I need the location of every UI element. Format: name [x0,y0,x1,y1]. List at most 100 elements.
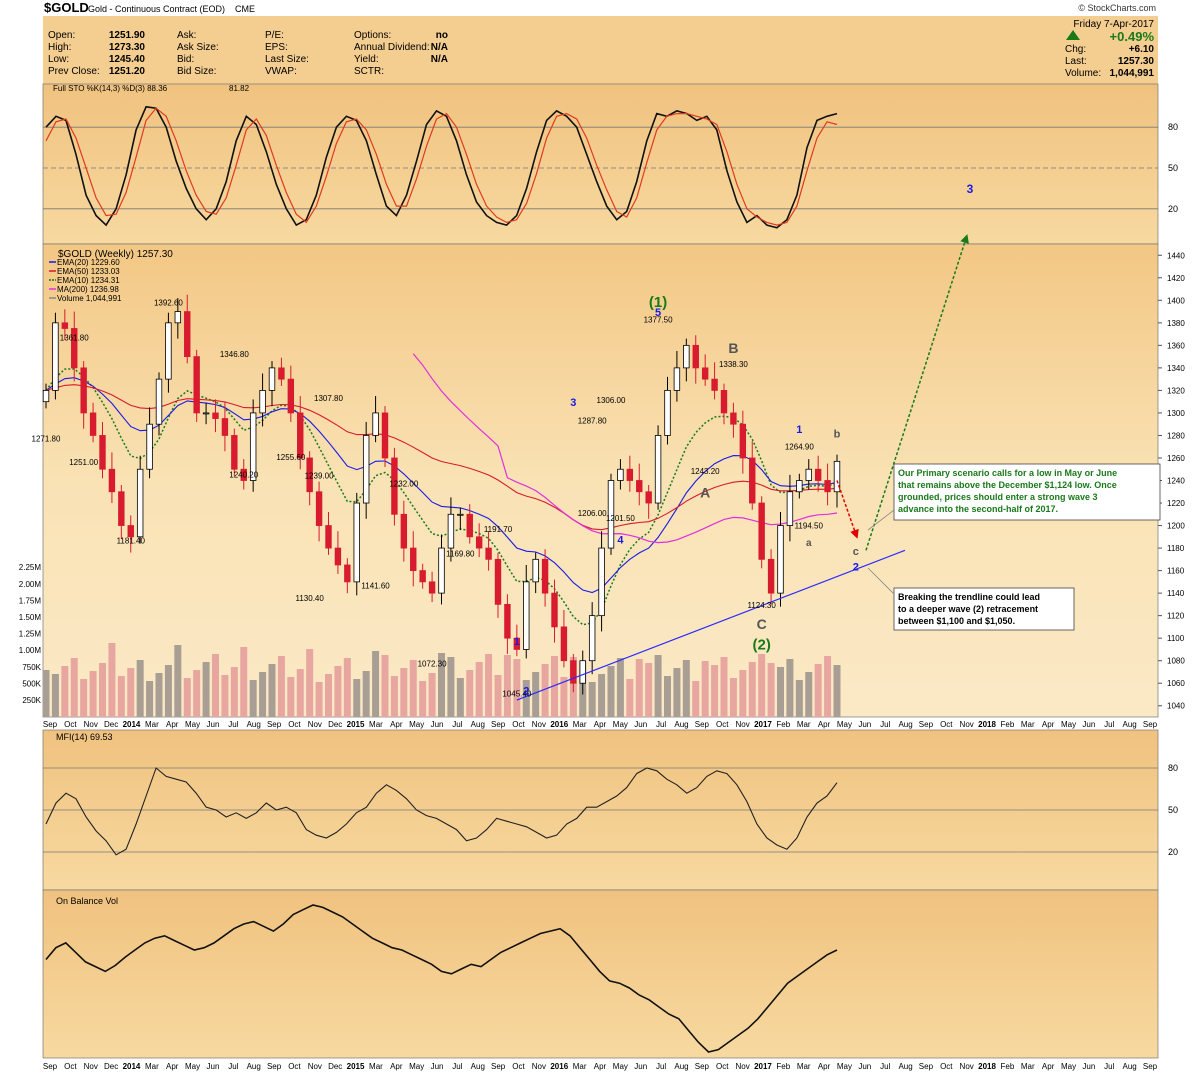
date-tick-label: Aug [898,1062,912,1071]
header-field-label: Yield: [354,54,379,65]
volume-bar [325,674,332,717]
candle-body [212,412,219,419]
header-field-label: Last Size: [265,54,309,65]
volume-bar [409,660,417,717]
volume-bar [202,662,210,717]
header-field-value: +6.10 [1129,44,1155,55]
candle-body [730,412,737,425]
obv-panel: On Balance Vol [42,889,1159,1059]
date-tick-label: May [837,1062,852,1071]
elliott-wave-label: b [834,429,841,441]
sto-d-value: 81.82 [229,84,250,93]
trendline-warning-text: to a deeper wave (2) retracement [898,604,1038,614]
date-tick-label: May [1061,1062,1076,1071]
header-field-value: no [436,30,448,41]
date-tick-label: Mar [145,720,159,729]
volume-bar [475,662,483,717]
header-field-label: Prev Close: [48,66,100,77]
date-tick-label: Aug [1123,1062,1137,1071]
date-tick-label: Feb [776,1062,790,1071]
elliott-wave-label: C [757,616,767,632]
mfi-tick-label: 80 [1168,763,1178,773]
price-point-label: 1255.60 [276,453,305,462]
date-tick-label: 2015 [347,720,365,729]
date-tick-label: Nov [735,720,749,729]
date-tick-label: May [613,720,628,729]
date-text: Friday 7-Apr-2017 [1073,19,1154,30]
date-tick-label: Aug [471,720,485,729]
legend-entry: Volume 1,044,991 [57,294,122,303]
header-field-label: P/E: [265,30,284,41]
candle-body [61,322,69,329]
date-tick-label: Jul [880,720,890,729]
sto-title: Full STO %K(14,3) %D(3) 88.36 [53,84,168,93]
price-point-label: 1243.20 [691,467,720,476]
candle-body [739,423,747,459]
date-tick-label: Oct [288,1062,301,1071]
date-tick-label: Sep [267,1062,282,1071]
header-field-value: 1251.90 [109,30,146,41]
candle-body [673,367,681,391]
change-percent: +0.49% [1110,29,1155,44]
date-tick-label: 2017 [754,1062,772,1071]
obv-background [42,889,1159,1059]
price-point-label: 1124.30 [748,601,777,610]
elliott-wave-label: (2) [752,636,770,653]
sto-tick-label: 80 [1168,122,1178,132]
volume-bar [287,677,295,717]
date-tick-label: 2017 [754,720,772,729]
date-tick-label: Nov [308,1062,322,1071]
date-tick-label: Aug [247,1062,261,1071]
volume-bar [522,680,530,717]
volume-bar [428,673,436,717]
volume-bar [183,678,191,717]
sto-tick-label: 20 [1168,204,1178,214]
volume-bar [390,676,398,717]
header-field-value: 1251.20 [109,66,146,77]
volume-bar [551,656,558,717]
volume-bar [164,665,172,717]
candle-body [155,378,163,425]
date-tick-label: Jul [656,1062,666,1071]
date-tick-label: 2018 [978,1062,996,1071]
candle-body [372,412,379,436]
date-tick-label: May [409,720,424,729]
volume-bar [626,679,634,717]
price-tick-label: 1320 [1167,386,1185,395]
price-point-label: 1287.80 [578,417,607,426]
volume-bar [560,677,568,717]
candle-body [777,525,784,594]
price-tick-label: 1360 [1167,341,1185,350]
volume-bar [532,672,540,717]
price-tick-label: 1440 [1167,251,1185,260]
primary-scenario-text: grounded, prices should enter a strong w… [898,492,1098,502]
date-tick-label: Apr [818,720,831,729]
mfi-tick-label: 50 [1168,805,1178,815]
date-tick-label: Apr [1042,1062,1055,1071]
candle-body [202,412,210,415]
volume-bar [513,659,521,717]
candle-body [626,468,634,481]
sto-series-line [45,105,838,229]
price-tick-label: 1080 [1167,657,1185,666]
candle-body [108,468,116,493]
price-point-label: 1130.40 [296,594,325,603]
date-tick-label: Jul [1104,720,1114,729]
price-tick-label: 1120 [1167,612,1185,621]
volume-bar [353,679,361,717]
date-tick-label: Oct [716,1062,729,1071]
volume-bar [127,668,135,717]
elliott-wave-label: B [728,340,738,356]
volume-bar [438,653,445,717]
volume-bar [824,656,832,717]
volume-bar [155,673,163,717]
volume-bar [814,664,822,717]
price-tick-label: 1280 [1167,431,1185,440]
date-tick-label: Feb [1001,1062,1015,1071]
price-point-label: 1392.60 [154,299,183,308]
price-point-label: 1045.40 [502,690,531,699]
date-tick-label: Oct [64,1062,77,1071]
volume-bar [230,667,238,717]
date-tick-label: Apr [818,1062,831,1071]
